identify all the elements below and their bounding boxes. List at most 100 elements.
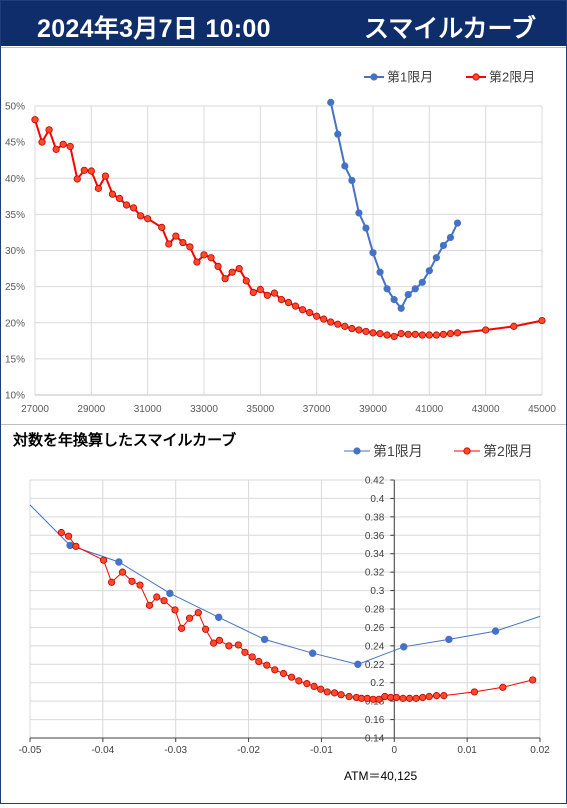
chart1-point-series1: [362, 224, 370, 232]
chart1-xtick-label: 29000: [77, 404, 105, 415]
chart1-point-series2: [129, 204, 138, 212]
chart1-legend-marker-2: [472, 73, 480, 81]
chart1-point-series1: [404, 290, 412, 299]
chart1-ytick-label: 10%: [5, 391, 25, 402]
chart2-point-series2: [234, 641, 242, 649]
chart1-series-line-1: [329, 102, 459, 311]
chart2-point-series1: [166, 589, 174, 598]
chart2-point-series2: [287, 673, 296, 681]
chart2-xtick-label: 0.02: [530, 745, 550, 756]
chart1-point-series2: [31, 116, 39, 124]
chart1-point-series2: [510, 322, 518, 330]
chart2-point-series2: [529, 676, 537, 684]
chart1-ytick-label: 20%: [5, 318, 25, 329]
chart1-point-series2: [425, 331, 433, 339]
chart1-legend-marker-1: [370, 73, 378, 81]
chart1-point-series2: [158, 223, 166, 231]
chart2-point-series2: [323, 688, 331, 696]
chart1-point-series2: [348, 324, 356, 333]
chart2-xtick-label: -0.01: [310, 745, 333, 756]
chart2-point-series2: [65, 532, 73, 540]
chart1-point-series2: [165, 240, 173, 248]
chart1-point-series2: [221, 275, 229, 283]
chart1-point-series1: [446, 233, 455, 242]
chart2-ytick-label: 0.26: [365, 623, 385, 634]
chart2-point-series2: [392, 693, 401, 702]
chart1-point-series2: [207, 254, 215, 262]
chart1-point-series2: [376, 329, 384, 338]
chart2-ytick-label: 0.32: [365, 568, 385, 579]
chart2-point-series2: [177, 624, 186, 632]
chart2-point-series2: [470, 688, 479, 696]
chart1-ytick-label: 15%: [5, 354, 25, 365]
chart1-point-series2: [94, 184, 102, 192]
chart1-point-series2: [291, 302, 300, 310]
chart2-point-series2: [412, 694, 420, 702]
chart2-point-series2: [425, 692, 433, 701]
chart1-point-series2: [482, 326, 490, 334]
chart2-point-series1: [354, 660, 362, 668]
chart1-point-series1: [432, 254, 440, 262]
chart1-point-series2: [341, 322, 349, 330]
chart2-point-series2: [215, 636, 224, 644]
chart1-ytick-label: 45%: [5, 138, 25, 149]
chart2-point-series2: [108, 578, 116, 586]
chart2-ytick-label: 0.34: [365, 549, 385, 560]
atm-annotation: ATM＝40,125: [344, 769, 417, 783]
chart2-point-series1: [400, 643, 408, 651]
chart2-point-series2: [440, 692, 448, 700]
chart2-point-series2: [118, 568, 127, 576]
chart2-point-series2: [99, 556, 108, 564]
chart1-point-series2: [453, 329, 462, 337]
chart1-ytick-label: 40%: [5, 174, 25, 185]
chart1-point-series2: [298, 306, 307, 314]
chart1-xtick-label: 35000: [246, 404, 274, 415]
chart1-point-series2: [320, 315, 328, 323]
chart1-point-series2: [87, 167, 95, 175]
chart1-point-series1: [453, 219, 462, 227]
chart1-point-series2: [327, 318, 335, 326]
chart1-point-series2: [538, 316, 546, 325]
chart1-point-series2: [59, 140, 67, 148]
chart2-point-series2: [136, 581, 144, 589]
chart2-point-series1: [66, 541, 74, 550]
chart2-point-series2: [363, 694, 371, 702]
chart1-point-series2: [397, 329, 405, 338]
chart1-point-series2: [446, 329, 455, 338]
chart2-legend-marker-1: [353, 447, 361, 455]
chart1-point-series2: [249, 288, 257, 297]
chart1-point-series2: [256, 285, 264, 294]
chart2-point-series2: [185, 614, 194, 622]
chart1-ytick-label: 30%: [5, 246, 25, 257]
chart1-xtick-label: 39000: [359, 404, 387, 415]
chart2-point-series2: [337, 691, 345, 699]
chart1-point-series2: [263, 291, 271, 299]
chart2-point-series2: [128, 577, 136, 585]
chart1-point-series2: [80, 166, 88, 174]
chart1-xtick-label: 37000: [303, 404, 331, 415]
chart1-legend-label-2: 第2限月: [489, 70, 535, 85]
chart1-point-series2: [235, 264, 243, 273]
chart1-panel: 10% 15% 20% 25% 30% 35% 40% 45% 50% 27000 29000 310…: [1, 47, 566, 424]
chart1-point-series2: [137, 212, 145, 220]
chart1-svg: 10% 15% 20% 25% 30% 35% 40% 45% 50% 27000 29000 310…: [5, 70, 556, 416]
chart1-point-series1: [355, 209, 363, 217]
chart1-point-series2: [270, 289, 279, 297]
chart2-xtick-label: -0.02: [237, 745, 260, 756]
chart2-point-series2: [279, 669, 288, 678]
chart1-point-series2: [355, 326, 363, 334]
chart1-point-series2: [122, 201, 131, 209]
chart1-ytick-label: 25%: [5, 282, 25, 293]
chart1-point-series2: [172, 232, 180, 240]
chart2-ytick-label: 0.42: [365, 476, 385, 487]
chart1-point-series2: [193, 258, 201, 266]
chart1-point-series2: [200, 251, 208, 259]
chart1-point-series2: [313, 312, 321, 320]
chart2-ytick-label: 0.14: [365, 734, 385, 745]
chart2-series-line-2: [61, 532, 533, 700]
chart2-ytick-label: 0.4: [370, 494, 384, 505]
chart2-point-series1: [215, 613, 223, 621]
chart1-point-series2: [52, 145, 60, 153]
chart1-point-series2: [45, 126, 53, 134]
header-title: スマイルカーブ: [363, 15, 536, 43]
